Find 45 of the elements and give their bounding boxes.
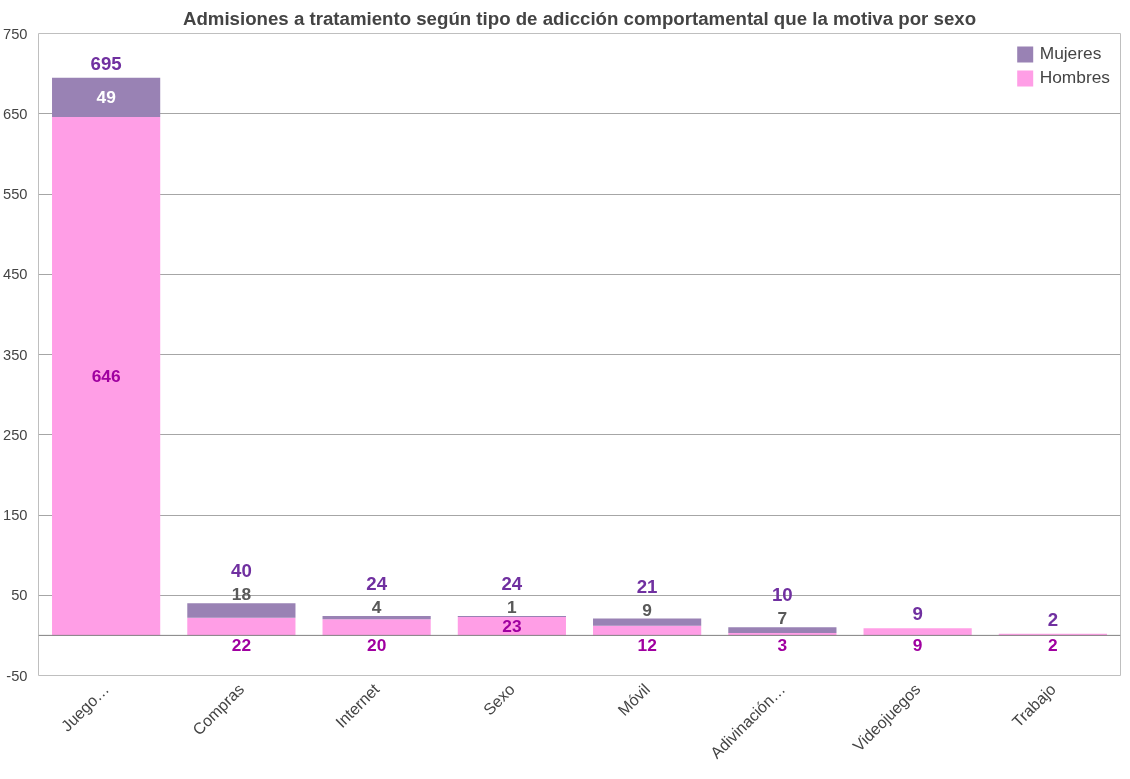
data-label: 2 [1047, 608, 1059, 630]
y-tick-label: 650 [3, 105, 28, 122]
total-label: 10 [772, 584, 793, 606]
data-label: 3 [777, 635, 788, 656]
data-label: 7 [777, 608, 788, 629]
legend-label: Hombres [1039, 67, 1110, 88]
y-tick-label: 250 [3, 426, 28, 443]
bar [593, 618, 702, 626]
bar [593, 625, 702, 636]
data-label: 4 [371, 597, 382, 618]
data-label: 22 [231, 635, 252, 656]
y-tick-label: 150 [3, 507, 28, 523]
total-label: 21 [636, 575, 658, 597]
data-label: 1 [507, 597, 518, 618]
total-label: 40 [231, 560, 252, 582]
bar [322, 619, 431, 636]
legend-label: Mujeres [1039, 43, 1102, 64]
bar [457, 616, 566, 636]
total-label: 695 [90, 52, 122, 74]
bar [187, 603, 296, 618]
y-tick-label: 750 [3, 25, 28, 42]
total-label: 2 [1048, 635, 1058, 656]
data-label: 12 [637, 635, 657, 656]
data-label: 9 [912, 603, 923, 625]
total-label: 24 [501, 573, 523, 595]
y-tick-label: 550 [3, 186, 28, 202]
y-tick-label: 350 [3, 346, 28, 363]
bar [322, 616, 431, 620]
data-label: 23 [502, 616, 522, 637]
data-label: 646 [91, 366, 121, 387]
total-label: 9 [912, 635, 923, 656]
data-label: 49 [96, 87, 116, 108]
bar [863, 628, 972, 636]
bar [728, 627, 837, 633]
total-label: 24 [366, 573, 388, 595]
bar [52, 77, 161, 117]
data-label: 20 [366, 635, 387, 656]
y-tick-label: 450 [3, 266, 28, 283]
data-label: 9 [642, 599, 652, 620]
bar [187, 617, 296, 636]
chart-title: Admisiones a tratamiento según tipo de adicción comportamental que la motiva por sexo [182, 7, 977, 29]
y-tick-label: 50 [11, 587, 28, 604]
data-label: 18 [231, 584, 252, 605]
bar [52, 116, 161, 636]
y-tick-label: -50 [6, 667, 28, 684]
